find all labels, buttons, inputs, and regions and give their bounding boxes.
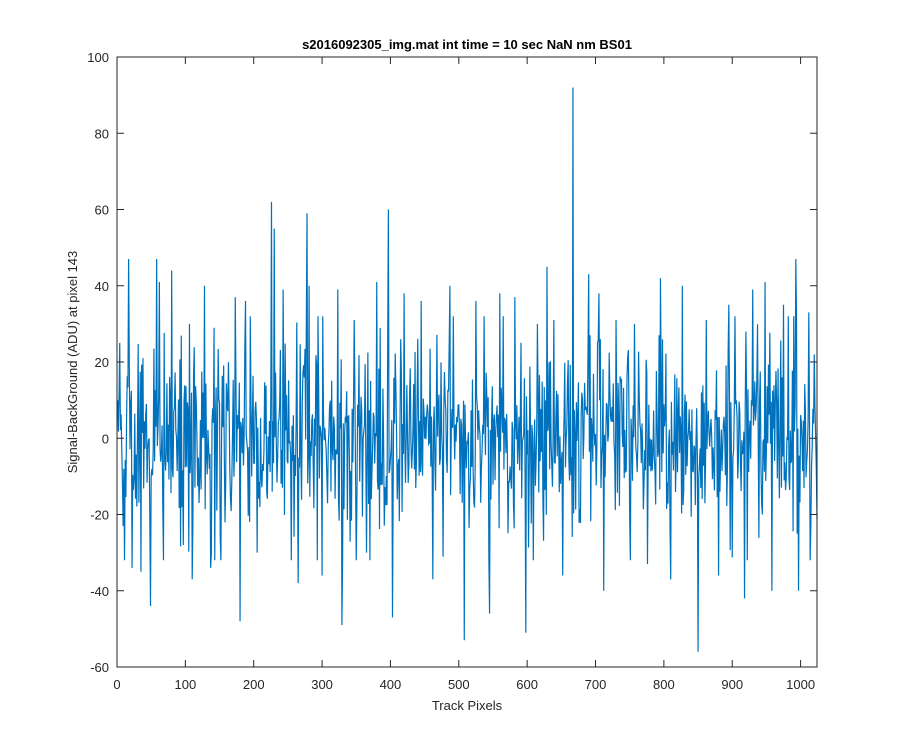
y-tick-label: 0 xyxy=(102,431,109,446)
axes-box xyxy=(116,56,818,668)
y-tick-label: -60 xyxy=(90,660,109,675)
x-tick-label: 0 xyxy=(113,677,120,692)
x-tick-label: 200 xyxy=(243,677,265,692)
y-tick-label: -20 xyxy=(90,508,109,523)
x-tick-label: 600 xyxy=(516,677,538,692)
y-tick-label: 80 xyxy=(95,126,109,141)
y-tick-label: 40 xyxy=(95,279,109,294)
x-tick-label: 800 xyxy=(653,677,675,692)
y-tick-label: 60 xyxy=(95,203,109,218)
x-tick-label: 400 xyxy=(380,677,402,692)
ticks-layer: 0 100 200 300 400 500 600 700 800 900 1000-60-40-2… xyxy=(87,50,817,692)
y-tick-label: 20 xyxy=(95,355,109,370)
chart-title: s2016092305_img.mat int time = 10 sec Na… xyxy=(302,37,632,52)
signal-series-line xyxy=(117,87,818,652)
x-tick-label: 100 xyxy=(175,677,197,692)
y-tick-label: -40 xyxy=(90,584,109,599)
x-tick-label: 700 xyxy=(585,677,607,692)
x-axis-label: Track Pixels xyxy=(432,698,503,713)
x-tick-label: 500 xyxy=(448,677,470,692)
x-tick-label: 1000 xyxy=(786,677,815,692)
series-layer xyxy=(117,87,818,652)
y-axis-label: Signal-BackGround (ADU) at pixel 143 xyxy=(65,251,80,474)
y-tick-label: 100 xyxy=(87,50,109,65)
x-tick-label: 300 xyxy=(311,677,333,692)
axes-background xyxy=(117,57,817,667)
x-tick-label: 900 xyxy=(721,677,743,692)
